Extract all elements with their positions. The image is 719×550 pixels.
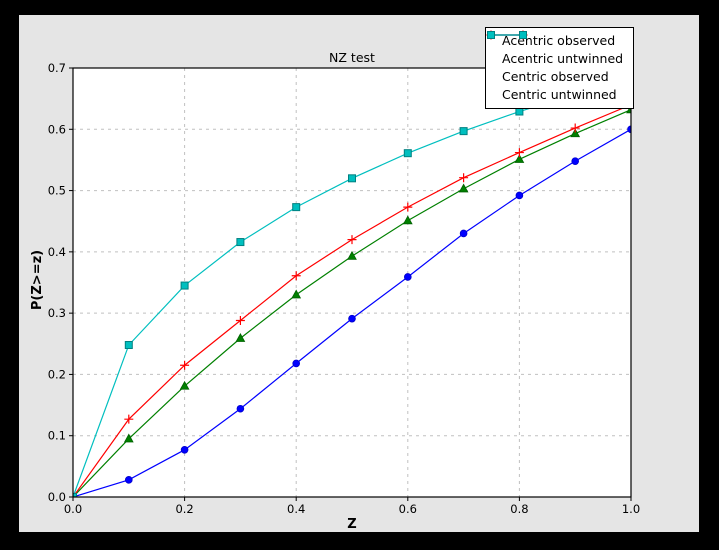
legend-item-label: Acentric untwinned [502,51,624,66]
y-tick-label: 0.0 [48,490,66,504]
data-point-plus [514,148,524,158]
data-point-square [236,238,245,247]
data-point-square [73,493,77,497]
data-point-square [519,31,527,39]
series-acentric-untwinned [73,104,631,497]
x-tick-label: 1.0 [622,502,640,516]
data-point-square [124,341,133,350]
data-point-triangle [402,215,413,225]
data-point-plus [291,271,301,281]
data-point-plus [347,235,357,245]
data-point-circle [348,314,356,323]
y-tick-label: 0.1 [48,429,66,443]
data-point-square [403,149,412,158]
data-point-circle [180,446,189,454]
data-point-triangle [458,183,469,193]
data-point-circle [571,157,579,165]
x-axis-label: Z [347,517,356,532]
chart-svg: 0.0 0.2 0.4 0.6 0.8 1.0 0.0 0.1 0.2 0.3 0.4 0.5 0.6 0… [30,50,640,532]
legend-item: Acentric untwinned [488,34,624,68]
legend-item-label: Centric untwinned [502,87,617,102]
x-tick-label: 0.8 [510,502,528,516]
data-point-circle [125,476,133,484]
legend-square-line-icon [487,31,527,39]
legend-item: Centric untwinned [487,31,623,104]
x-tick-label: 0.4 [287,502,305,516]
data-point-circle [292,359,301,368]
data-point-plus [570,123,580,133]
data-point-square [348,174,356,183]
data-point-plus [403,202,413,212]
data-point-square [487,31,495,39]
data-point-triangle [291,289,302,299]
data-point-triangle [570,128,581,138]
data-point-plus [180,360,190,370]
data-point-triangle [347,250,357,260]
chart-title: NZ test [329,50,375,65]
x-tick-label: 0.2 [175,502,193,516]
data-point-square [459,127,468,136]
data-point-triangle [179,380,190,390]
legend-item: Centric observed [486,30,623,86]
data-point-triangle [514,154,525,163]
legend-item-label: Acentric observed [502,33,616,48]
data-point-square [292,203,301,212]
data-point-plus [235,315,245,325]
data-point-triangle [235,333,246,342]
x-tick-label: 0.6 [399,502,417,516]
plot-area [73,68,631,497]
legend-item-label: Centric observed [502,69,609,84]
series-acentric-observed [73,125,631,497]
y-tick-label: 0.6 [48,122,66,136]
y-tick-label: 0.7 [48,61,66,75]
data-point-circle [236,404,245,413]
chart-generated-layer: 0.0 0.2 0.4 0.6 0.8 1.0 0.0 0.1 0.2 0.3 0.4 0.5 0.6 0… [48,61,640,516]
y-tick-label: 0.5 [48,184,66,198]
data-point-triangle [123,433,134,443]
data-point-circle [515,191,524,200]
y-tick-label: 0.2 [48,367,66,381]
data-point-plus [124,414,134,424]
legend: Acentric observed Acentric untwinned Centr… [485,27,635,109]
x-tick-label: 0.0 [64,502,82,516]
y-tick-label: 0.3 [48,306,66,320]
data-point-square [180,281,189,290]
y-tick-label: 0.4 [48,245,66,259]
data-point-plus [459,173,469,183]
y-axis-label: P(Z>=z) [30,250,45,310]
data-point-circle [459,229,468,238]
figure-canvas: 0.0 0.2 0.4 0.6 0.8 1.0 0.0 0.1 0.2 0.3 0.4 0.5 0.6 0… [19,15,699,532]
data-point-circle [403,273,412,281]
plot-border [72,67,632,498]
data-point-square [515,107,524,116]
